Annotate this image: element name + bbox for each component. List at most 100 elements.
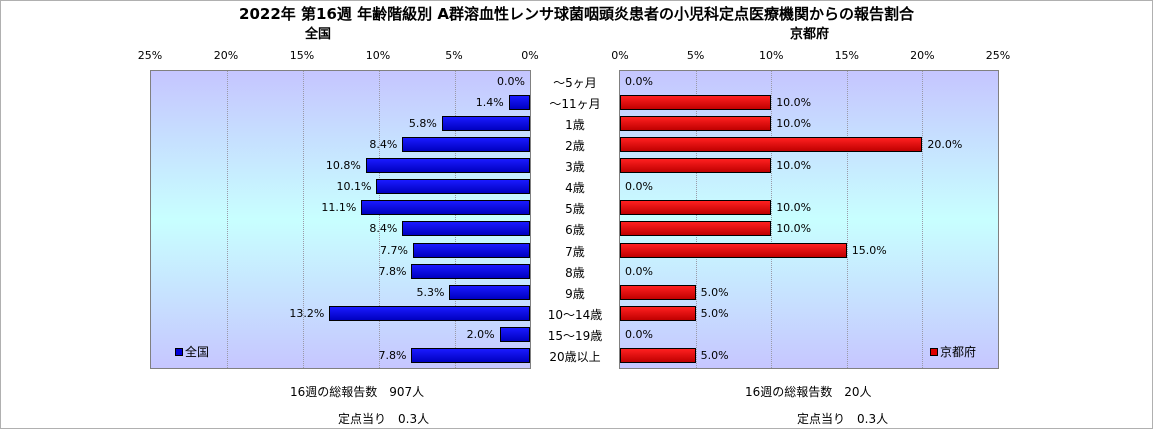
right-axis-tick: 25% <box>985 49 1011 62</box>
bar-national <box>402 221 530 237</box>
bar-kyoto <box>620 305 696 321</box>
data-label-national: 10.8% <box>325 159 361 173</box>
bar-kyoto <box>620 200 772 216</box>
gridline <box>379 71 380 368</box>
bar-kyoto <box>620 158 772 174</box>
bar-national <box>441 116 530 132</box>
legend-swatch-red <box>930 347 938 356</box>
data-label-national: 2.0% <box>466 327 495 341</box>
gridline <box>846 71 848 368</box>
left-total-reports: 16週の総報告数 907人 <box>290 385 425 399</box>
data-label-kyoto: 0.0% <box>625 180 653 194</box>
right-axis-tick: 15% <box>834 49 860 62</box>
bar-kyoto <box>620 116 772 132</box>
data-label-national: 5.3% <box>416 285 445 299</box>
left-panel-heading: 全国 <box>305 27 332 42</box>
data-label-national: 10.1% <box>336 180 372 194</box>
data-label-kyoto: 0.0% <box>625 75 653 88</box>
data-label-national: 5.8% <box>408 117 437 131</box>
data-label-kyoto: 10.0% <box>776 201 812 215</box>
category-label: 7歳 <box>565 244 585 259</box>
bar-national <box>411 347 530 363</box>
legend-national-label: 全国 <box>185 345 210 359</box>
right-axis-tick: 0% <box>611 49 629 62</box>
left-axis-tick: 0% <box>521 49 539 62</box>
data-label-national: 0.0% <box>497 75 525 88</box>
data-label-kyoto: 10.0% <box>776 222 812 236</box>
data-label-national: 13.2% <box>289 306 325 320</box>
data-label-national: 8.4% <box>369 138 398 152</box>
legend-swatch-blue <box>175 347 183 356</box>
data-label-kyoto: 5.0% <box>700 285 729 299</box>
bar-national <box>365 158 530 174</box>
data-label-kyoto: 0.0% <box>625 327 653 341</box>
bar-national <box>449 284 530 300</box>
category-label: 4歳 <box>565 181 585 196</box>
left-plot-area <box>150 70 531 369</box>
data-label-kyoto: 5.0% <box>700 348 729 362</box>
bar-kyoto <box>620 347 696 363</box>
left-axis-tick: 10% <box>365 49 391 62</box>
category-label: 6歳 <box>565 223 585 238</box>
gridline <box>303 71 304 368</box>
data-label-national: 7.8% <box>378 264 407 278</box>
bar-national <box>411 263 530 279</box>
data-label-national: 7.8% <box>378 348 407 362</box>
data-label-kyoto: 10.0% <box>776 117 812 131</box>
bar-national <box>412 242 530 258</box>
bar-national <box>499 326 530 342</box>
legend-kyoto-label: 京都府 <box>940 345 977 359</box>
right-axis-tick: 10% <box>758 49 784 62</box>
gridline <box>227 71 228 368</box>
category-label: 5歳 <box>565 202 585 217</box>
right-axis-tick: 20% <box>910 49 935 62</box>
category-label: ～5ヶ月 <box>553 76 597 90</box>
right-per-sentinel: 定点当り 0.3人 <box>797 412 889 426</box>
bar-kyoto <box>620 284 696 300</box>
data-label-national: 8.4% <box>369 222 398 236</box>
chart-title: 2022年 第16週 年齢階級別 A群溶血性レンサ球菌咽頭炎患者の小児科定点医療… <box>239 5 914 23</box>
data-label-kyoto: 15.0% <box>851 243 887 257</box>
bar-kyoto <box>620 221 772 237</box>
left-axis-tick: 5% <box>445 49 463 62</box>
data-label-kyoto: 20.0% <box>927 138 963 152</box>
left-axis-tick: 20% <box>213 49 239 62</box>
category-label: 8歳 <box>565 265 585 280</box>
bar-national <box>508 95 530 111</box>
bar-kyoto <box>620 242 847 258</box>
bar-national <box>361 200 530 216</box>
right-plot-area <box>619 70 999 369</box>
right-axis-tick: 5% <box>686 49 705 62</box>
data-label-kyoto: 0.0% <box>625 264 653 278</box>
legend-national: 全国 <box>175 343 209 360</box>
bar-national <box>329 305 530 321</box>
bar-kyoto <box>620 137 923 153</box>
right-panel-heading: 京都府 <box>790 27 830 42</box>
bar-kyoto <box>620 95 772 111</box>
category-label: 9歳 <box>565 286 585 301</box>
category-label: 2歳 <box>565 139 585 154</box>
category-label: 1歳 <box>565 118 585 133</box>
data-label-kyoto: 10.0% <box>776 159 812 173</box>
left-per-sentinel: 定点当り 0.3人 <box>338 412 430 426</box>
left-axis-tick: 15% <box>289 49 315 62</box>
category-label: 10～14歳 <box>547 307 603 322</box>
right-total-reports: 16週の総報告数 20人 <box>745 385 872 399</box>
gridline <box>455 71 456 368</box>
gridline <box>695 71 697 368</box>
data-label-kyoto: 10.0% <box>776 96 812 110</box>
data-label-national: 11.1% <box>321 201 357 215</box>
gridline <box>922 71 924 368</box>
bar-national <box>376 179 530 195</box>
bar-national <box>402 137 530 153</box>
legend-kyoto: 京都府 <box>930 343 976 360</box>
category-label: ～11ヶ月 <box>549 97 601 112</box>
category-label: 15～19歳 <box>547 328 603 343</box>
gridline <box>771 71 773 368</box>
left-axis-tick: 25% <box>137 49 163 62</box>
category-label: 3歳 <box>565 160 585 175</box>
data-label-kyoto: 5.0% <box>700 306 729 320</box>
data-label-national: 1.4% <box>475 96 504 110</box>
category-label: 20歳以上 <box>549 349 601 364</box>
data-label-national: 7.7% <box>380 243 408 257</box>
